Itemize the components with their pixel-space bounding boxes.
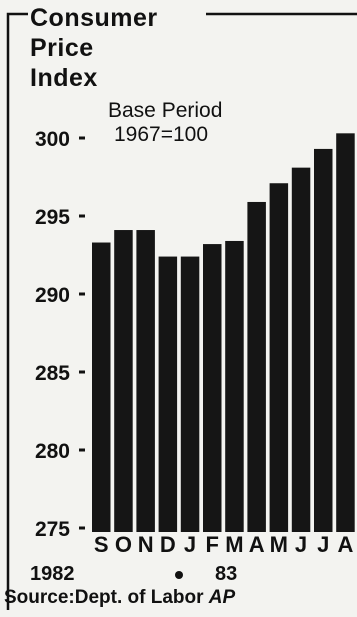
- source-line: Source:Dept. of Labor AP: [4, 588, 235, 607]
- x-tick-label-8: M: [269, 532, 288, 557]
- x-tick-label-1: O: [114, 532, 132, 557]
- x-tick-label-6: M: [225, 532, 244, 557]
- bar-11: [336, 133, 355, 532]
- y-tick-label-275: 275: [34, 518, 70, 541]
- y-tick-mark-280: [79, 448, 85, 452]
- year-label-83: 83: [215, 563, 238, 585]
- ap-credit-logo: AP: [208, 587, 236, 608]
- x-tick-label-4: J: [183, 532, 197, 557]
- y-tick-mark-275: [79, 526, 85, 530]
- y-tick-label-290: 290: [34, 284, 70, 307]
- source-text: Source:Dept. of Labor: [4, 587, 204, 608]
- x-tick-label-11: A: [337, 532, 354, 557]
- y-tick-label-300: 300: [34, 128, 70, 151]
- y-tick-label-285: 285: [34, 362, 70, 385]
- bar-5: [203, 244, 222, 532]
- x-tick-label-3: D: [159, 532, 176, 557]
- chart-frame: [6, 12, 357, 610]
- title-line-1: Consumer: [30, 4, 158, 32]
- y-tick-mark-300: [79, 136, 85, 140]
- x-tick-label-7: A: [248, 532, 265, 557]
- year-label-1982: 1982: [30, 563, 75, 585]
- year-separator-dot: [175, 571, 183, 579]
- bar-8: [269, 183, 289, 533]
- x-tick-label-0: S: [93, 532, 109, 557]
- y-tick-label-295: 295: [34, 206, 70, 229]
- x-tick-label-10: J: [317, 532, 330, 557]
- bar-10: [314, 148, 333, 533]
- x-tick-label-9: J: [294, 532, 308, 557]
- base-period-label: Base Period: [108, 99, 223, 122]
- title-line-2: Price: [30, 34, 94, 62]
- bar-4: [180, 256, 200, 532]
- bar-9: [291, 167, 311, 532]
- bar-2: [136, 230, 155, 533]
- x-tick-label-5: F: [205, 532, 219, 557]
- bar-6: [225, 240, 244, 532]
- x-tick-label-2: N: [137, 532, 154, 557]
- bar-1: [114, 230, 133, 533]
- bar-0: [92, 242, 111, 532]
- y-tick-label-280: 280: [34, 440, 70, 463]
- y-tick-mark-295: [79, 214, 85, 218]
- title-line-3: Index: [30, 64, 98, 92]
- y-tick-mark-290: [79, 292, 85, 296]
- base-period-value: 1967=100: [114, 123, 209, 146]
- y-tick-mark-285: [79, 370, 85, 374]
- bar-7: [247, 201, 266, 532]
- bar-3: [158, 256, 178, 532]
